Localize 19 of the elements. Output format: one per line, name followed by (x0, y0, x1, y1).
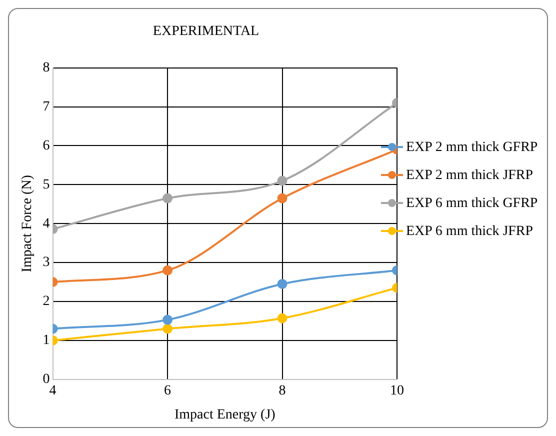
y-tick-label: 0 (42, 372, 50, 388)
y-tick-label: 4 (42, 216, 50, 232)
y-tick-label: 6 (42, 138, 50, 154)
x-tick-label: 6 (164, 383, 172, 398)
y-tick-label: 7 (42, 99, 50, 114)
x-tick-label: 10 (390, 383, 404, 398)
legend-label: EXP 2 mm thick GFRP (406, 139, 538, 157)
chart-title: EXPERIMENTAL (152, 24, 260, 40)
legend-label: EXP 6 mm thick JFRP (406, 223, 534, 241)
x-tick-label: 8 (278, 383, 286, 398)
y-tick-label: 5 (42, 177, 50, 192)
y-axis-title: Impact Force (N) (20, 174, 36, 272)
legend-label: EXP 2 mm thick JFRP (406, 167, 534, 185)
legend-label: EXP 6 mm thick GFRP (406, 195, 538, 213)
y-tick-label: 3 (42, 255, 50, 270)
x-axis-title: Impact Energy (J) (174, 407, 276, 422)
y-tick-label: 2 (42, 294, 50, 310)
y-tick-label: 8 (42, 60, 50, 76)
y-tick-label: 1 (42, 333, 50, 348)
